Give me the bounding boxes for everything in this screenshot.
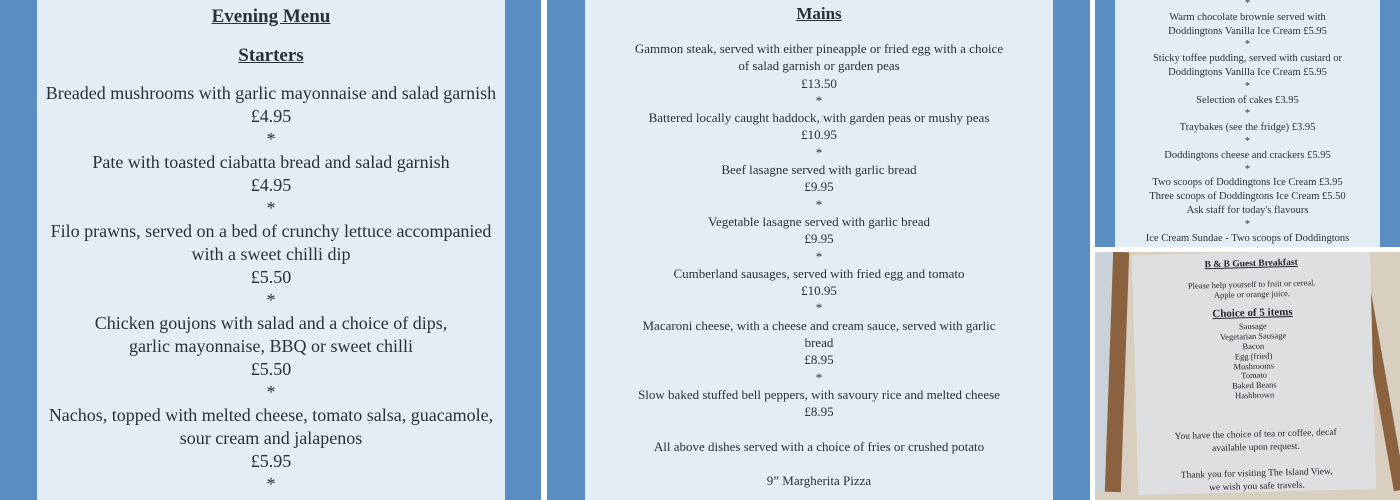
breakfast-title: B & B Guest Breakfast [1204, 257, 1298, 271]
menu-line: 9” Margherita Pizza [766, 473, 872, 489]
section-heading: Starters [238, 45, 304, 66]
menu-line: £5.50 [250, 267, 292, 287]
menu-line: with a sweet chilli dip [191, 244, 351, 264]
menu-line: £4.95 [250, 175, 292, 195]
separator: * [1244, 135, 1251, 147]
menu-line: All above dishes served with a choice of… [653, 438, 985, 454]
section-heading: Mains [796, 4, 842, 23]
evening-menu-panel: Evening Menu Starters Breaded mushrooms … [0, 0, 541, 500]
menu-line: Filo prawns, served on a bed of crunchy … [50, 221, 492, 241]
separator: * [266, 474, 276, 494]
menu-line: garlic mayonnaise, BBQ or sweet chilli [129, 336, 413, 356]
mains-menu-panel: Mains Gammon steak, served with either p… [547, 0, 1090, 500]
separator: * [266, 198, 276, 218]
separator: * [815, 248, 823, 264]
menu-sheet: Evening Menu Starters Breaded mushrooms … [37, 0, 505, 500]
menu-line: Gammon steak, served with either pineapp… [634, 41, 1004, 56]
menu-line [585, 455, 1053, 472]
menu-line: Warm chocolate brownie served with [1169, 11, 1326, 23]
menu-line: Three scoops of Doddingtons Ice Cream £5… [1149, 191, 1346, 203]
breakfast-items: Sausage Vegetarian Sausage Bacon Egg (fried… [1134, 319, 1374, 404]
menu-line: Cumberland sausages, served with fried e… [673, 265, 965, 281]
menu-title: Evening Menu [211, 6, 331, 27]
menu-line: Slow baked stuffed bell peppers, with sa… [638, 386, 1000, 402]
menu-line: £5.50 [250, 359, 292, 379]
menu-line: Sticky toffee pudding, served with custa… [1152, 53, 1343, 65]
separator: * [1244, 163, 1251, 175]
menu-line: Traybakes (see the fridge) £3.95 [1179, 122, 1316, 134]
separator: * [1244, 108, 1251, 120]
menu-line: £9.95 [804, 231, 834, 247]
menu-line: £4.95 [250, 106, 292, 126]
menu-line: £8.95 [804, 404, 834, 420]
menu-line: bread [804, 335, 834, 351]
menu-line: £10.95 [801, 283, 837, 299]
menu-line: Breaded mushrooms with garlic mayonnaise… [45, 83, 497, 103]
mains-list: Mains Gammon steak, served with either p… [585, 3, 1053, 490]
separator: * [815, 300, 823, 316]
menu-line: Ice Cream Sundae - Two scoops of Dodding… [1145, 232, 1350, 244]
menu-line: Chicken goujons with salad and a choice … [94, 313, 448, 333]
separator: * [815, 92, 823, 108]
menu-line: Ask staff for today's flavours [1186, 204, 1309, 216]
menu-line: Doddingtons cheese and crackers £5.95 [1164, 149, 1331, 161]
menu-line: £10.95 [801, 127, 837, 143]
menu-line: £8.95 [804, 352, 834, 368]
breakfast-menu-photo: B & B Guest Breakfast Please help yourse… [1095, 252, 1400, 500]
menu-line [585, 421, 1053, 438]
separator: * [1244, 0, 1251, 9]
starters-list: Evening Menu Starters Breaded mushrooms … [37, 4, 505, 496]
menu-line: Selection of cakes £3.95 [1196, 94, 1299, 106]
menu-line: £5.95 [250, 451, 292, 471]
menu-sheet: * Warm chocolate brownie served with Doddi… [1115, 0, 1380, 247]
separator: * [266, 382, 276, 402]
separator: * [815, 196, 823, 212]
menu-line: Macaroni cheese, with a cheese and cream… [642, 317, 996, 333]
breakfast-footer: You have the choice of tea or coffee, de… [1137, 426, 1377, 497]
menu-line: Beef lasagne served with garlic bread [721, 162, 917, 178]
separator: * [266, 290, 276, 310]
menu-line: Doddingtons Vanilla Ice Cream £5.95 [1168, 66, 1327, 78]
menu-line: Battered locally caught haddock, with ga… [648, 110, 990, 126]
menu-line: £9.95 [804, 179, 834, 195]
menu-line: Vegetable lasagne served with garlic bre… [708, 213, 930, 229]
menu-sheet: Mains Gammon steak, served with either p… [585, 0, 1053, 500]
menu-line: Two scoops of Doddingtons Ice Cream £3.9… [1152, 177, 1343, 189]
separator: * [1244, 80, 1251, 92]
menu-line: of salad garnish or garden peas [738, 58, 900, 74]
separator: * [815, 144, 823, 160]
menu-line: Doddingtons Vanilla Ice Cream £5.95 [1168, 25, 1327, 37]
desserts-list: * Warm chocolate brownie served with Doddi… [1115, 0, 1380, 245]
breakfast-intro: Please help yourself to fruit or cereal.… [1133, 277, 1371, 303]
separator: * [1244, 39, 1251, 51]
menu-line: Pate with toasted ciabatta bread and sal… [92, 152, 450, 172]
menu-line: Nachos, topped with melted cheese, tomat… [48, 405, 494, 425]
menu-line: sour cream and jalapenos [179, 428, 363, 448]
separator: * [1244, 218, 1251, 230]
separator: * [815, 369, 823, 385]
separator: * [266, 129, 276, 149]
menu-line: £13.50 [801, 75, 837, 91]
breakfast-sheet: B & B Guest Breakfast Please help yourse… [1131, 252, 1377, 497]
desserts-menu-panel: * Warm chocolate brownie served with Doddi… [1095, 0, 1400, 247]
